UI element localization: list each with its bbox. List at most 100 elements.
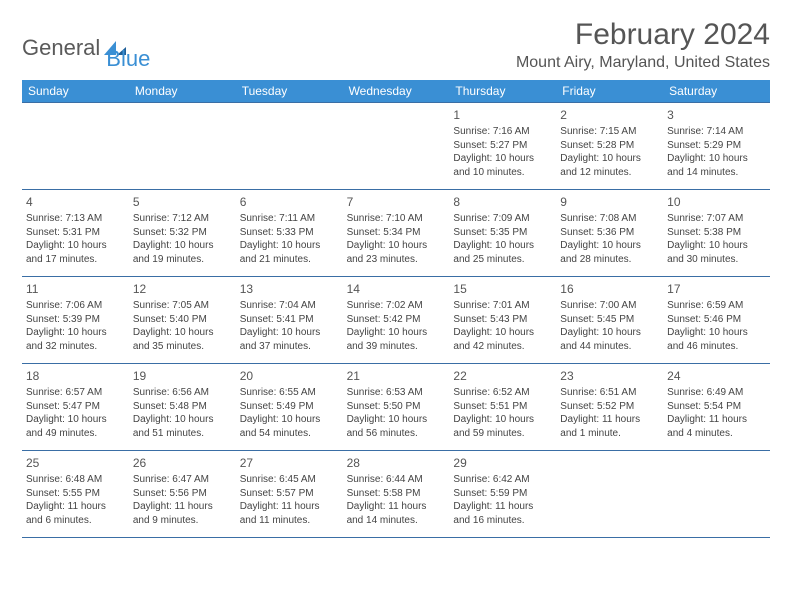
day-number: 19 — [133, 368, 232, 384]
sunrise-line: Sunrise: 6:48 AM — [26, 473, 125, 487]
day-number: 25 — [26, 455, 125, 471]
sunset-line: Sunset: 5:55 PM — [26, 487, 125, 501]
day-number: 2 — [560, 107, 659, 123]
sunset-line: Sunset: 5:27 PM — [453, 139, 552, 153]
calendar-cell — [129, 103, 236, 189]
daylight-line: Daylight: 10 hours and 35 minutes. — [133, 326, 232, 353]
sunrise-line: Sunrise: 6:51 AM — [560, 386, 659, 400]
sunset-line: Sunset: 5:28 PM — [560, 139, 659, 153]
calendar-cell: 22Sunrise: 6:52 AMSunset: 5:51 PMDayligh… — [449, 364, 556, 450]
day-header-tuesday: Tuesday — [236, 80, 343, 102]
calendar-cell — [343, 103, 450, 189]
day-number: 7 — [347, 194, 446, 210]
sunrise-line: Sunrise: 7:06 AM — [26, 299, 125, 313]
sunset-line: Sunset: 5:42 PM — [347, 313, 446, 327]
daylight-line: Daylight: 10 hours and 56 minutes. — [347, 413, 446, 440]
sunrise-line: Sunrise: 7:07 AM — [667, 212, 766, 226]
calendar-cell: 6Sunrise: 7:11 AMSunset: 5:33 PMDaylight… — [236, 190, 343, 276]
day-number: 17 — [667, 281, 766, 297]
day-number: 29 — [453, 455, 552, 471]
day-number: 11 — [26, 281, 125, 297]
location-text: Mount Airy, Maryland, United States — [516, 54, 770, 72]
calendar-cell: 12Sunrise: 7:05 AMSunset: 5:40 PMDayligh… — [129, 277, 236, 363]
day-number: 21 — [347, 368, 446, 384]
day-number: 15 — [453, 281, 552, 297]
daylight-line: Daylight: 11 hours and 6 minutes. — [26, 500, 125, 527]
calendar-cell: 9Sunrise: 7:08 AMSunset: 5:36 PMDaylight… — [556, 190, 663, 276]
sunrise-line: Sunrise: 7:08 AM — [560, 212, 659, 226]
sunrise-line: Sunrise: 7:14 AM — [667, 125, 766, 139]
calendar-cell: 28 Sunrise: 6:44 AMSunset: 5:58 PMDayligh… — [343, 451, 450, 537]
day-number: 8 — [453, 194, 552, 210]
daylight-line: Daylight: 10 hours and 30 minutes. — [667, 239, 766, 266]
sunset-line: Sunset: 5:31 PM — [26, 226, 125, 240]
calendar-cell: 24Sunrise: 6:49 AMSunset: 5:54 PMDayligh… — [663, 364, 770, 450]
sunset-line: Sunset: 5:41 PM — [240, 313, 339, 327]
calendar-cell: 17Sunrise: 6:59 AMSunset: 5:46 PMDayligh… — [663, 277, 770, 363]
day-number: 16 — [560, 281, 659, 297]
sunrise-line: Sunrise: 7:04 AM — [240, 299, 339, 313]
day-number: 28 — [347, 455, 446, 471]
sunrise-line: Sunrise: 7:02 AM — [347, 299, 446, 313]
day-number: 3 — [667, 107, 766, 123]
sunset-line: Sunset: 5:57 PM — [240, 487, 339, 501]
sunset-line: Sunset: 5:40 PM — [133, 313, 232, 327]
day-header-sunday: Sunday — [22, 80, 129, 102]
daylight-line: Daylight: 10 hours and 54 minutes. — [240, 413, 339, 440]
brand-part1: General — [22, 35, 100, 61]
daylight-line: Daylight: 11 hours and 14 minutes. — [347, 500, 446, 527]
calendar-cell: 19Sunrise: 6:56 AMSunset: 5:48 PMDayligh… — [129, 364, 236, 450]
day-number: 14 — [347, 281, 446, 297]
daylight-line: Daylight: 10 hours and 32 minutes. — [26, 326, 125, 353]
sunset-line: Sunset: 5:50 PM — [347, 400, 446, 414]
sunset-line: Sunset: 5:58 PM — [347, 487, 446, 501]
sunrise-line: Sunrise: 6:52 AM — [453, 386, 552, 400]
sunrise-line: Sunrise: 6:53 AM — [347, 386, 446, 400]
sunrise-line: Sunrise: 7:01 AM — [453, 299, 552, 313]
sunset-line: Sunset: 5:59 PM — [453, 487, 552, 501]
sunrise-line: Sunrise: 7:05 AM — [133, 299, 232, 313]
sunrise-line: Sunrise: 6:57 AM — [26, 386, 125, 400]
day-number: 20 — [240, 368, 339, 384]
sunset-line: Sunset: 5:45 PM — [560, 313, 659, 327]
sunrise-line: Sunrise: 6:47 AM — [133, 473, 232, 487]
sunset-line: Sunset: 5:43 PM — [453, 313, 552, 327]
daylight-line: Daylight: 10 hours and 49 minutes. — [26, 413, 125, 440]
calendar-row: 11Sunrise: 7:06 AMSunset: 5:39 PMDayligh… — [22, 277, 770, 364]
calendar-cell: 10 Sunrise: 7:07 AMSunset: 5:38 PMDayligh… — [663, 190, 770, 276]
calendar-cell: 27Sunrise: 6:45 AMSunset: 5:57 PMDayligh… — [236, 451, 343, 537]
sunset-line: Sunset: 5:39 PM — [26, 313, 125, 327]
day-number: 1 — [453, 107, 552, 123]
sunset-line: Sunset: 5:38 PM — [667, 226, 766, 240]
day-number: 10 — [667, 194, 766, 210]
calendar-cell — [236, 103, 343, 189]
daylight-line: Daylight: 10 hours and 10 minutes. — [453, 152, 552, 179]
daylight-line: Daylight: 10 hours and 12 minutes. — [560, 152, 659, 179]
sunrise-line: Sunrise: 7:00 AM — [560, 299, 659, 313]
daylight-line: Daylight: 10 hours and 39 minutes. — [347, 326, 446, 353]
daylight-line: Daylight: 10 hours and 14 minutes. — [667, 152, 766, 179]
sunset-line: Sunset: 5:46 PM — [667, 313, 766, 327]
daylight-line: Daylight: 11 hours and 1 minute. — [560, 413, 659, 440]
calendar-grid: SundayMondayTuesdayWednesdayThursdayFrid… — [22, 80, 770, 538]
calendar-header-row: SundayMondayTuesdayWednesdayThursdayFrid… — [22, 80, 770, 102]
calendar-cell: 5Sunrise: 7:12 AMSunset: 5:32 PMDaylight… — [129, 190, 236, 276]
calendar-cell: 21 Sunrise: 6:53 AMSunset: 5:50 PMDayligh… — [343, 364, 450, 450]
month-title: February 2024 — [516, 18, 770, 52]
sunrise-line: Sunrise: 6:44 AM — [347, 473, 446, 487]
calendar-cell — [663, 451, 770, 537]
sunset-line: Sunset: 5:54 PM — [667, 400, 766, 414]
sunrise-line: Sunrise: 6:59 AM — [667, 299, 766, 313]
sunrise-line: Sunrise: 6:42 AM — [453, 473, 552, 487]
sunset-line: Sunset: 5:29 PM — [667, 139, 766, 153]
sunset-line: Sunset: 5:36 PM — [560, 226, 659, 240]
calendar-row: 1Sunrise: 7:16 AMSunset: 5:27 PMDaylight… — [22, 103, 770, 190]
daylight-line: Daylight: 11 hours and 11 minutes. — [240, 500, 339, 527]
day-header-monday: Monday — [129, 80, 236, 102]
day-number: 27 — [240, 455, 339, 471]
daylight-line: Daylight: 10 hours and 17 minutes. — [26, 239, 125, 266]
calendar-row: 25Sunrise: 6:48 AMSunset: 5:55 PMDayligh… — [22, 451, 770, 538]
daylight-line: Daylight: 10 hours and 19 minutes. — [133, 239, 232, 266]
calendar-cell: 29Sunrise: 6:42 AMSunset: 5:59 PMDayligh… — [449, 451, 556, 537]
calendar-cell: 2Sunrise: 7:15 AMSunset: 5:28 PMDaylight… — [556, 103, 663, 189]
